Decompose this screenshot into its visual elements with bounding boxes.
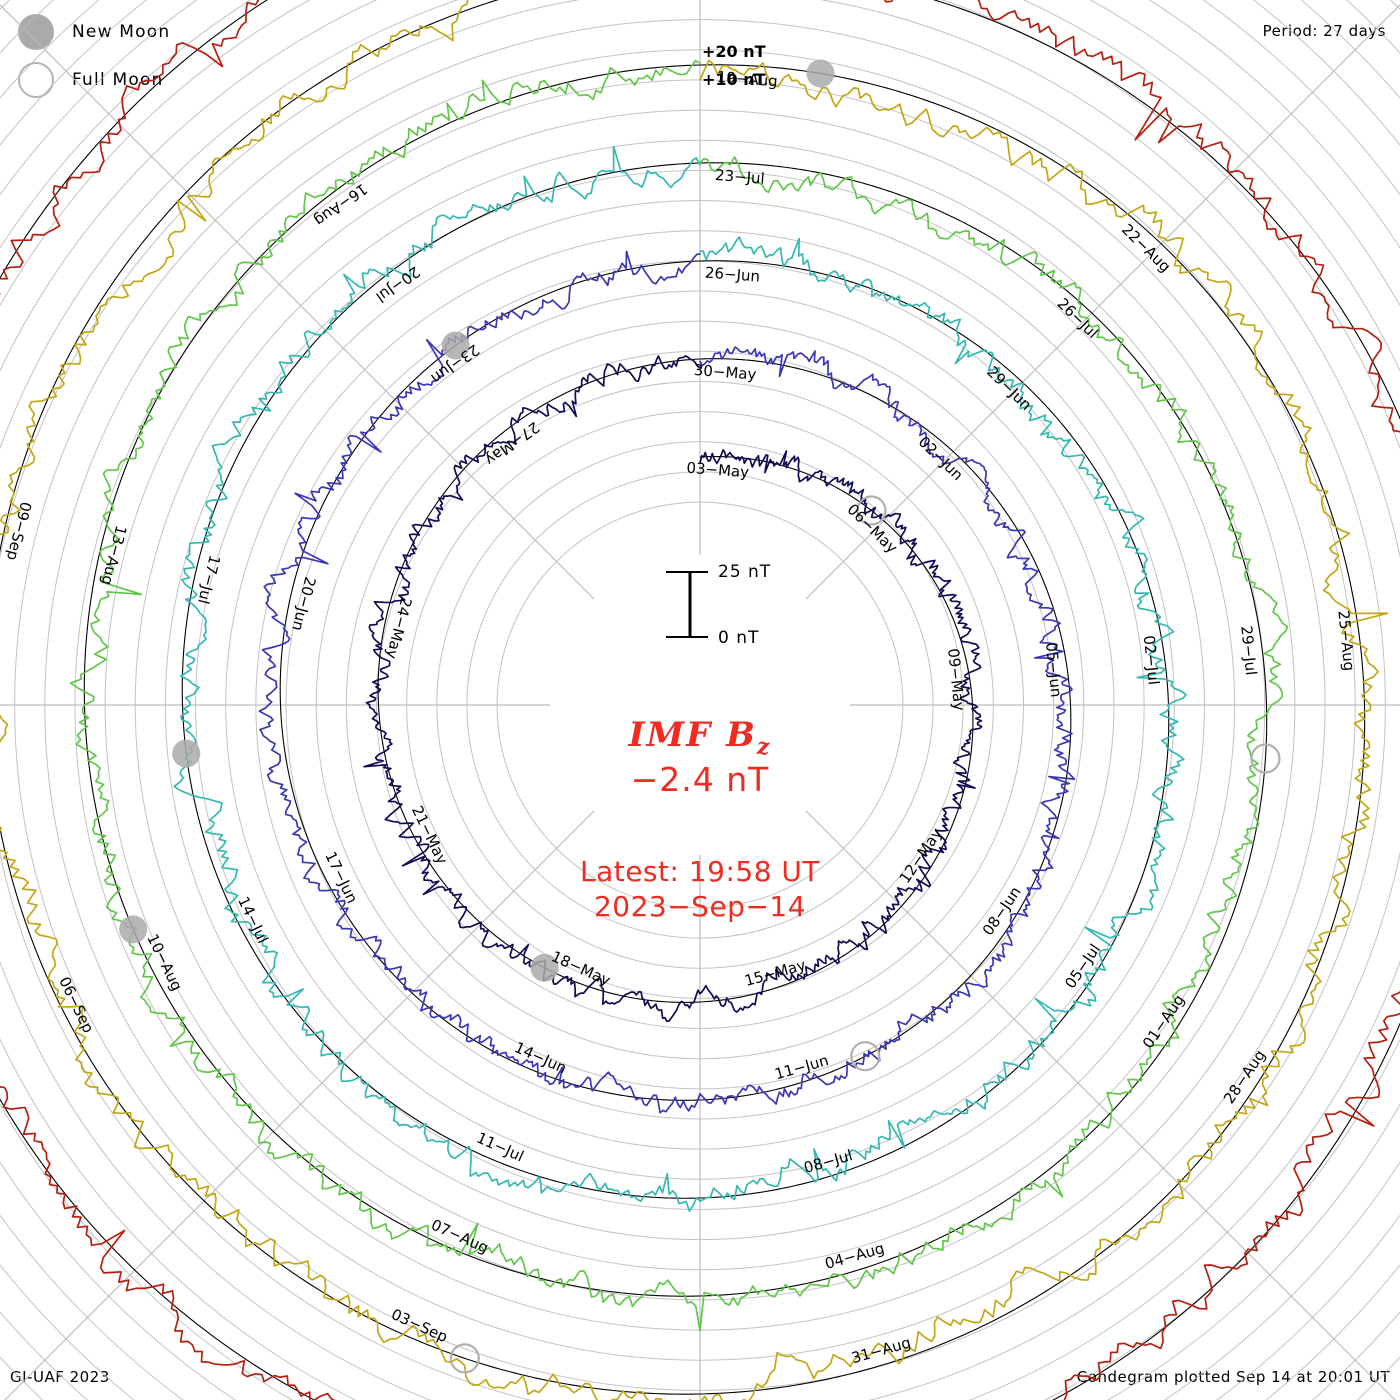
date-label: 09−May [944, 647, 968, 711]
scale-bar-top-label: 25 nT [718, 562, 772, 582]
date-label: 06−Sep [55, 974, 97, 1036]
imf-quantity-title: IMF Bz [0, 715, 1400, 760]
radial-axis-labels: +20 nT +10 nT [702, 42, 766, 89]
date-label: 02−Jul [1140, 635, 1163, 686]
new-moon-icon [18, 14, 54, 50]
date-label: 31−Aug [849, 1333, 913, 1367]
scale-bar [666, 571, 708, 638]
date-label: 05−Jul [1061, 941, 1104, 992]
date-label: 20−Jul [373, 263, 424, 307]
latest-date-label: 2023−Sep−14 [593, 890, 807, 923]
latest-time-label: Latest: 19:58 UT [579, 855, 821, 888]
date-label: 20−Jun [288, 575, 319, 633]
date-label: 05−Jun [1042, 642, 1065, 699]
imf-current-value: −2.4 nT [630, 760, 770, 799]
credit-label: GI-UAF 2023 [10, 1368, 110, 1386]
date-label: 14−Jun [512, 1038, 570, 1077]
imf-quantity-subscript: z [756, 733, 772, 760]
new-moon-label: New Moon [72, 22, 171, 42]
date-label: 24−May [382, 596, 415, 661]
moon-markers [119, 59, 1281, 1374]
period-label: Period: 27 days [1262, 22, 1386, 40]
scale-bar-bottom-label: 0 nT [718, 628, 760, 648]
date-label: 13−Aug [98, 524, 130, 588]
date-label: 30−May [693, 361, 757, 384]
date-label: 25−Aug [1334, 609, 1358, 671]
imf-quantity-name: IMF B [628, 715, 757, 755]
date-label: 23−Jul [714, 166, 765, 188]
full-moon-icon [18, 62, 54, 98]
radial-tick-label: +10 nT [702, 70, 766, 89]
date-label: 19−Aug [716, 68, 778, 91]
date-label: 03−May [686, 459, 750, 482]
date-label: 07−Aug [428, 1216, 491, 1257]
date-label: 03−Sep [388, 1305, 450, 1346]
legend-item-new-moon: New Moon [18, 8, 170, 56]
date-label: 26−Jun [704, 264, 760, 286]
date-label: 29−Jul [1237, 625, 1260, 676]
date-label: 15−May [743, 956, 808, 990]
plotted-timestamp-label: Condegram plotted Sep 14 at 20:01 UT [1076, 1368, 1390, 1386]
date-label: 04−Aug [823, 1239, 887, 1273]
radial-tick-label: +20 nT [702, 42, 766, 61]
